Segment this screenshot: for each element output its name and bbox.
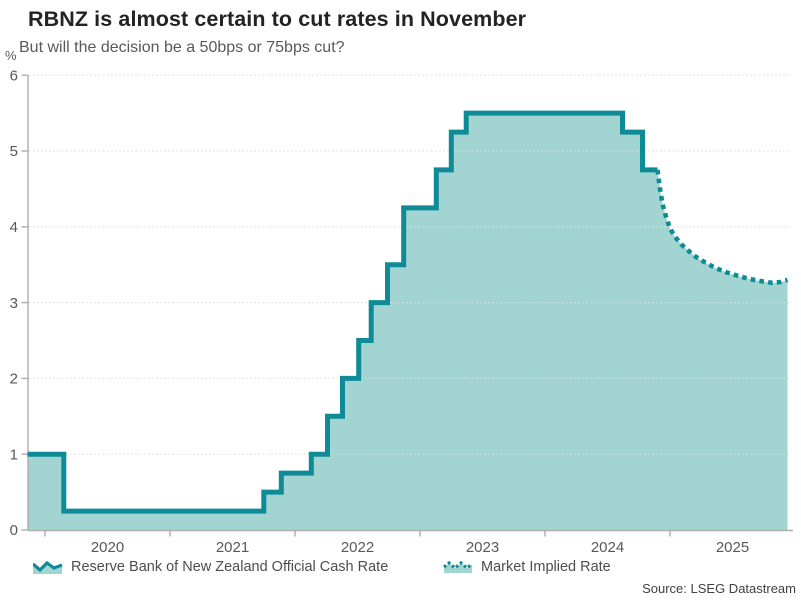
source-credit: Source: LSEG Datastream	[642, 581, 796, 596]
y-axis-unit-label: %	[5, 48, 17, 63]
legend-label: Market Implied Rate	[481, 559, 611, 575]
y-tick-label: 4	[10, 219, 18, 236]
legend-item-official-cash-rate: Reserve Bank of New Zealand Official Cas…	[33, 557, 388, 577]
official-cash-rate-line	[27, 110, 658, 514]
y-tick-label: 3	[10, 295, 18, 312]
chart-title: RBNZ is almost certain to cut rates in N…	[28, 7, 527, 31]
x-tick-label: 2021	[216, 539, 249, 556]
x-tick-label: 2023	[466, 539, 499, 556]
chart-subtitle: But will the decision be a 50bps or 75bp…	[19, 39, 345, 56]
area-fill	[27, 113, 788, 530]
x-tick-label: 2024	[591, 539, 624, 556]
legend-item-market-implied-rate: Market Implied Rate	[443, 557, 611, 577]
y-tick-label: 0	[10, 522, 18, 539]
solid-area-legend-icon	[33, 560, 63, 574]
x-tick-label: 2022	[341, 539, 374, 556]
y-tick-label: 6	[10, 67, 18, 84]
dotted-line-legend-icon	[443, 560, 473, 573]
legend-label: Reserve Bank of New Zealand Official Cas…	[71, 559, 389, 575]
x-tick-label: 2025	[716, 539, 749, 556]
market-implied-rate-line	[655, 169, 789, 286]
x-tick-label: 2020	[91, 539, 124, 556]
y-tick-label: 5	[10, 143, 18, 160]
y-tick-label: 1	[10, 446, 18, 463]
y-tick-label: 2	[10, 371, 18, 388]
